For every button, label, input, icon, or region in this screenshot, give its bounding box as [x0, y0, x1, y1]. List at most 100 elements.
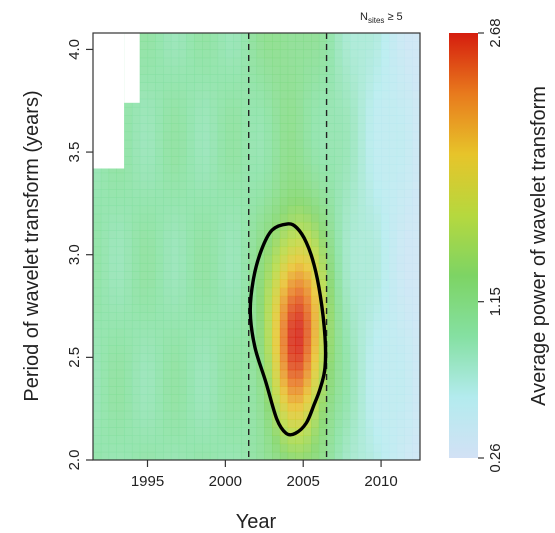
heatmap-cell — [388, 197, 398, 207]
heatmap-cell — [240, 361, 250, 371]
heatmap-cell — [318, 262, 328, 272]
heatmap-cell — [170, 205, 180, 215]
heatmap-cell — [124, 435, 133, 445]
heatmap-cell — [170, 131, 180, 141]
heatmap-cell — [264, 279, 273, 289]
heatmap-cell — [178, 147, 188, 157]
heatmap-cell — [147, 312, 156, 321]
heatmap-cell — [108, 443, 117, 453]
heatmap-cell — [240, 90, 250, 100]
heatmap-cell — [388, 172, 398, 182]
heatmap-cell — [116, 254, 125, 264]
heatmap-cell — [311, 41, 320, 51]
heatmap-cell — [303, 189, 312, 198]
heatmap-cell — [100, 435, 110, 445]
heatmap-cell — [342, 131, 351, 141]
heatmap-cell — [170, 115, 180, 124]
coi-block — [124, 33, 140, 103]
heatmap-cell — [349, 139, 359, 149]
heatmap-cell — [303, 287, 312, 297]
heatmap-cell — [248, 115, 258, 124]
heatmap-cell — [147, 230, 156, 239]
heatmap-cell — [124, 221, 133, 231]
heatmap-cell — [194, 303, 203, 313]
heatmap-cell — [404, 156, 413, 165]
heatmap-cell — [412, 345, 420, 354]
heatmap-cell — [287, 98, 297, 108]
heatmap-cell — [318, 221, 328, 231]
heatmap-cell — [342, 451, 351, 460]
heatmap-cell — [155, 443, 164, 453]
heatmap-cell — [412, 262, 420, 272]
heatmap-cell — [131, 271, 141, 280]
heatmap-cell — [202, 147, 211, 157]
heatmap-cell — [217, 328, 226, 338]
heatmap-cell — [256, 197, 265, 207]
heatmap-cell — [124, 328, 133, 338]
heatmap-cell — [240, 246, 250, 256]
heatmap-cell — [233, 82, 242, 92]
heatmap-cell — [303, 451, 312, 460]
heatmap-cell — [264, 57, 273, 67]
heatmap-cell — [139, 221, 149, 231]
heatmap-cell — [287, 74, 297, 83]
heatmap-cell — [170, 33, 180, 42]
heatmap-cell — [326, 271, 335, 280]
heatmap-cell — [388, 147, 398, 157]
heatmap-cell — [139, 156, 149, 165]
heatmap-cell — [357, 189, 367, 198]
heatmap-cell — [388, 156, 398, 165]
heatmap-cell — [295, 451, 304, 460]
heatmap-cell — [404, 246, 413, 256]
heatmap-cell — [279, 451, 289, 460]
heatmap-cell — [349, 205, 359, 215]
heatmap-cell — [202, 172, 211, 182]
heatmap-cell — [93, 443, 102, 453]
heatmap-cell — [365, 205, 374, 215]
heatmap-cell — [139, 312, 149, 321]
heatmap-cell — [147, 328, 156, 338]
heatmap-cell — [131, 279, 141, 289]
heatmap-cell — [357, 254, 367, 264]
heatmap-cell — [116, 295, 125, 305]
heatmap-cell — [295, 443, 304, 453]
heatmap-cell — [388, 131, 398, 141]
heatmap-cell — [334, 90, 343, 100]
heatmap-cell — [396, 279, 406, 289]
heatmap-cell — [233, 386, 242, 395]
heatmap-cell — [248, 427, 258, 436]
heatmap-cell — [381, 213, 390, 223]
heatmap-cell — [303, 369, 312, 379]
heatmap-cell — [248, 197, 258, 207]
heatmap-cell — [248, 41, 258, 51]
heatmap-cell — [349, 123, 359, 133]
heatmap-cell — [209, 254, 219, 264]
heatmap-cell — [131, 197, 141, 207]
heatmap-cell — [147, 156, 156, 165]
heatmap-cell — [388, 115, 398, 124]
heatmap-cell — [202, 57, 211, 67]
heatmap-cell — [163, 213, 172, 223]
heatmap-cell — [108, 410, 117, 420]
heatmap-cell — [381, 131, 390, 141]
heatmap-cell — [264, 312, 273, 321]
heatmap-cell — [264, 106, 273, 116]
heatmap-cell — [170, 386, 180, 395]
colorbar — [449, 33, 478, 458]
heatmap-cell — [186, 287, 195, 297]
heatmap-cell — [404, 33, 413, 42]
heatmap-cell — [373, 82, 382, 92]
heatmap-cell — [155, 271, 164, 280]
heatmap-cell — [256, 156, 265, 165]
heatmap-cell — [225, 394, 234, 404]
heatmap-cell — [404, 115, 413, 124]
heatmap-cell — [365, 427, 374, 436]
heatmap-cell — [396, 443, 406, 453]
heatmap-cell — [202, 213, 211, 223]
heatmap-cell — [404, 271, 413, 280]
heatmap-cell — [404, 106, 413, 116]
heatmap-cell — [178, 115, 188, 124]
heatmap-cell — [248, 164, 258, 174]
heatmap-cell — [357, 57, 367, 67]
heatmap-cell — [194, 279, 203, 289]
